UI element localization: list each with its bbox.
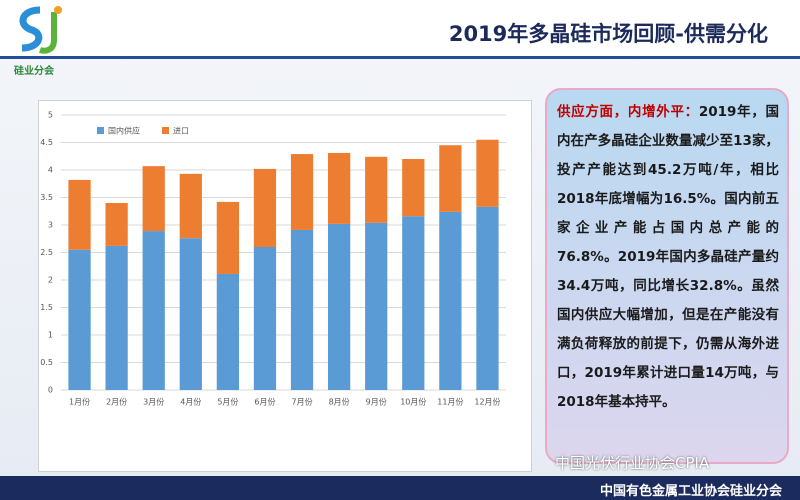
y-tick-label: 5: [48, 111, 53, 120]
footer: 中国有色金属工业协会硅业分会: [0, 476, 800, 500]
footer-org: 中国有色金属工业协会硅业分会: [599, 484, 782, 499]
legend-label: 进口: [173, 127, 189, 136]
chart-frame: 0 0.5 1 1.5 2 2.5 3 3.5 4 4.5 5 1月份 2月份 3月份 4月份 5月份 6月份 7…: [38, 100, 532, 472]
x-tick-label: 3月份: [143, 397, 164, 407]
bar-segment: [439, 145, 462, 212]
bar-segment: [476, 139, 499, 207]
bar-segment: [365, 156, 388, 223]
bar-segment: [328, 152, 351, 224]
x-tick-label: 5月份: [217, 397, 238, 407]
bar-segment: [290, 229, 314, 390]
y-tick-label: 3: [48, 221, 53, 230]
y-tick-label: 1.5: [40, 303, 53, 312]
bar-segment: [179, 173, 202, 239]
x-tick-label: 2月份: [106, 397, 127, 407]
watermark: 中国光伏行业协会CPIA: [555, 454, 710, 472]
bar-segment: [68, 249, 91, 390]
bar-segment: [253, 168, 277, 247]
x-tick-label: 6月份: [254, 397, 275, 407]
x-tick-label: 1月份: [69, 397, 90, 407]
x-tick-label: 8月份: [329, 397, 350, 407]
bar-segment: [105, 245, 128, 390]
x-tick-label: 12月份: [474, 397, 500, 407]
bar-segment: [216, 273, 239, 390]
y-tick-label: 2.5: [40, 248, 53, 257]
header: 2019年多晶硅市场回顾-供需分化: [0, 0, 800, 59]
bar-segment: [68, 179, 91, 250]
bar-segment: [216, 201, 239, 274]
x-tick-label: 4月份: [180, 397, 201, 407]
logo-text: 硅业分会: [14, 66, 54, 77]
legend-swatch: [162, 127, 169, 134]
bar-segment: [328, 223, 351, 390]
legend-swatch: [97, 127, 104, 134]
bar-segment: [142, 231, 165, 390]
lead-text: 供应方面，内增外平：: [557, 104, 699, 120]
slide-title: 2019年多晶硅市场回顾-供需分化: [448, 22, 768, 46]
bar-segment: [365, 222, 388, 390]
legend-label: 国内供应: [108, 126, 140, 136]
bar-segment: [402, 216, 425, 390]
y-tick-label: 4.5: [40, 138, 53, 147]
bar-segment: [142, 166, 165, 232]
chart: 0 0.5 1 1.5 2 2.5 3 3.5 4 4.5 5 1月份 2月份 3月份 4月份 5月份 6月份 7…: [40, 111, 506, 407]
x-tick-label: 10月份: [400, 397, 426, 407]
y-tick-label: 3.5: [40, 193, 53, 202]
body-text: 2019年，国内在产多晶硅企业数量减少至13家，投产产能达到45.2万吨/年，相…: [557, 104, 780, 410]
bar-segment: [179, 238, 202, 390]
y-tick-label: 1: [48, 331, 53, 340]
x-tick-label: 9月份: [366, 397, 387, 407]
y-tick-label: 2: [48, 276, 53, 285]
bar-segment: [105, 203, 128, 246]
bar-segment: [439, 211, 462, 390]
y-tick-label: 0.5: [40, 358, 53, 367]
bar-segment: [290, 154, 314, 230]
bar-segment: [476, 206, 499, 390]
bar-segment: [402, 159, 425, 217]
x-tick-label: 7月份: [291, 397, 312, 407]
y-tick-label: 4: [48, 166, 53, 175]
text-panel: 供应方面，内增外平：2019年，国内在产多晶硅企业数量减少至13家，投产产能达到…: [545, 88, 789, 464]
y-tick-label: 0: [48, 386, 53, 395]
bar-segment: [253, 247, 277, 390]
x-tick-label: 11月份: [437, 397, 463, 407]
logo: [19, 6, 62, 54]
